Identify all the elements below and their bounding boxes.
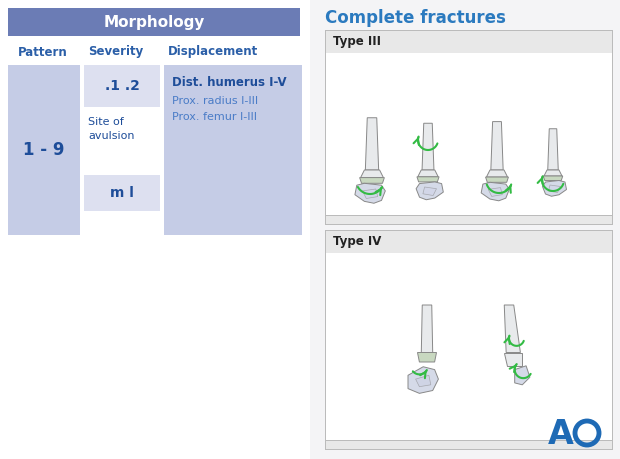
Text: Prox. radius I-III: Prox. radius I-III: [172, 96, 258, 106]
Polygon shape: [422, 123, 434, 170]
Bar: [326, 441, 612, 449]
Bar: [164, 65, 302, 235]
Text: .1 .2: .1 .2: [105, 79, 140, 93]
Text: 1 - 9: 1 - 9: [24, 141, 64, 159]
Polygon shape: [423, 187, 436, 196]
Polygon shape: [485, 177, 508, 182]
Polygon shape: [415, 375, 431, 386]
Text: Type IV: Type IV: [333, 235, 381, 248]
Polygon shape: [418, 170, 438, 177]
Polygon shape: [417, 177, 439, 182]
Polygon shape: [488, 188, 502, 196]
Polygon shape: [361, 170, 383, 178]
Bar: [326, 31, 612, 53]
Polygon shape: [365, 118, 379, 170]
Polygon shape: [363, 189, 378, 198]
Text: Complete fractures: Complete fractures: [325, 9, 506, 27]
Text: Severity: Severity: [88, 45, 143, 58]
Text: Type III: Type III: [333, 35, 381, 49]
Bar: [8, 8, 300, 36]
Polygon shape: [481, 182, 509, 201]
Polygon shape: [542, 180, 567, 196]
Polygon shape: [515, 366, 530, 385]
Text: m l: m l: [110, 186, 134, 200]
Polygon shape: [408, 367, 438, 393]
Text: A: A: [548, 418, 574, 450]
Text: Pattern: Pattern: [18, 45, 68, 58]
Polygon shape: [543, 176, 563, 180]
Polygon shape: [491, 122, 503, 170]
Bar: [0, 0, 310, 459]
Polygon shape: [544, 170, 562, 176]
Bar: [326, 53, 612, 215]
Text: Morphology: Morphology: [104, 15, 205, 29]
Polygon shape: [360, 178, 384, 183]
Bar: [84, 65, 160, 107]
Polygon shape: [416, 182, 443, 200]
Bar: [310, 0, 620, 459]
Bar: [326, 253, 612, 440]
Bar: [326, 231, 612, 253]
Text: Displacement: Displacement: [168, 45, 259, 58]
Polygon shape: [549, 185, 560, 192]
Bar: [84, 175, 160, 211]
Text: Dist. humerus I-V: Dist. humerus I-V: [172, 77, 286, 90]
Polygon shape: [487, 170, 508, 177]
Bar: [325, 230, 613, 450]
Polygon shape: [422, 305, 433, 353]
Bar: [325, 30, 613, 225]
Polygon shape: [417, 353, 436, 362]
Polygon shape: [504, 353, 522, 366]
Polygon shape: [355, 183, 385, 203]
Bar: [8, 65, 80, 235]
Polygon shape: [547, 129, 558, 170]
Polygon shape: [504, 305, 520, 353]
Bar: [326, 216, 612, 224]
Text: Prox. femur I-III: Prox. femur I-III: [172, 112, 257, 122]
Text: Site of
avulsion: Site of avulsion: [88, 117, 135, 141]
